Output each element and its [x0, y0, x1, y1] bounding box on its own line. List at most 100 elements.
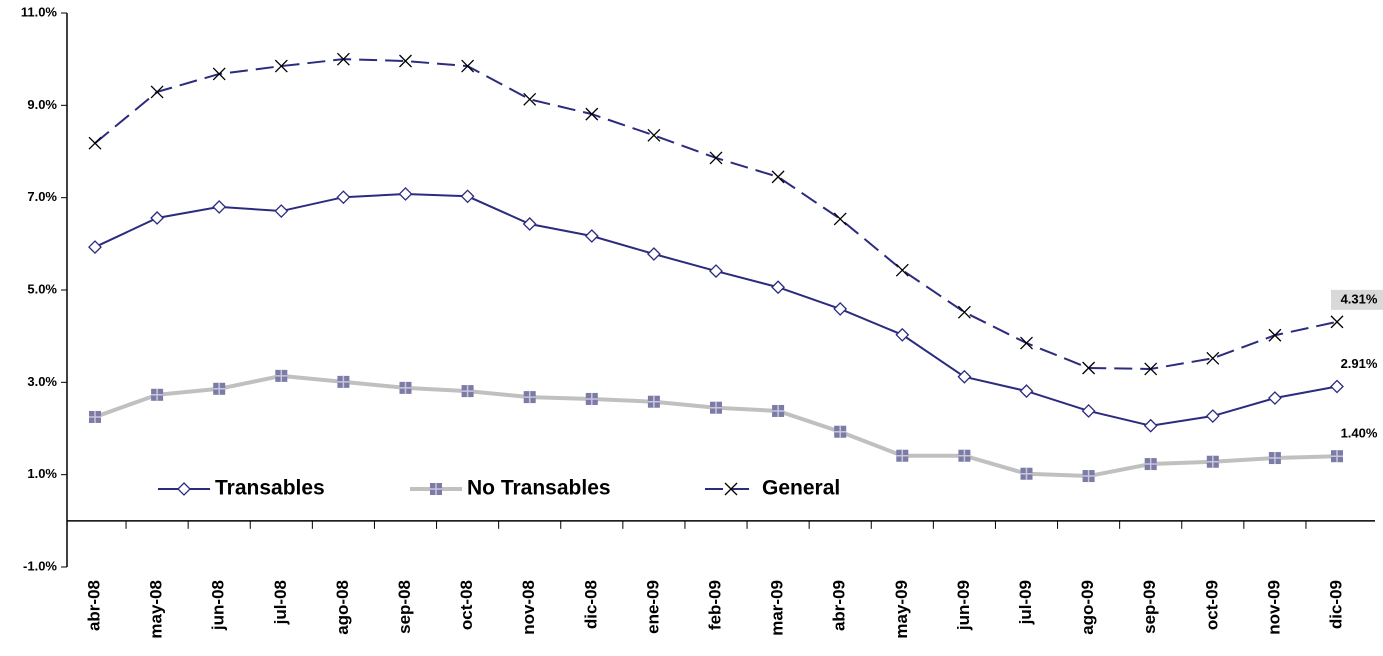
x-tick-label: may-09	[892, 580, 911, 639]
point	[461, 385, 474, 398]
point	[398, 187, 413, 201]
point	[212, 199, 227, 214]
x-tick-label: may-08	[147, 580, 166, 639]
point	[88, 240, 102, 254]
point	[1267, 391, 1282, 405]
point	[89, 410, 101, 423]
x-tick-label: sep-08	[395, 580, 414, 634]
x-tick-label: ago-09	[1078, 580, 1097, 635]
x-tick-label: dic-09	[1326, 580, 1345, 629]
point	[1081, 404, 1096, 418]
point	[460, 189, 475, 204]
point	[1019, 384, 1034, 399]
point-cross	[151, 388, 164, 401]
point	[150, 85, 164, 99]
point-cross	[1144, 458, 1157, 471]
point	[647, 128, 661, 142]
point	[1082, 361, 1096, 375]
point-cross	[89, 410, 101, 423]
legend-item: General	[705, 477, 840, 500]
point	[1330, 379, 1344, 394]
series	[88, 187, 1344, 433]
point	[151, 388, 164, 401]
point	[833, 212, 847, 226]
point	[1082, 470, 1095, 483]
point-cross	[523, 391, 536, 404]
series	[89, 369, 1343, 483]
series	[88, 52, 1344, 376]
point	[833, 302, 848, 316]
y-tick-label: 7.0%	[27, 189, 57, 204]
point	[771, 170, 785, 184]
point-cross	[399, 381, 412, 394]
point-cross	[1082, 470, 1095, 483]
legend-label: No Transables	[467, 477, 611, 500]
point-cross	[834, 425, 847, 438]
point-cross	[710, 401, 722, 414]
point-cross	[337, 375, 350, 388]
point	[1144, 458, 1157, 471]
x-tick-label: oct-09	[1202, 580, 1221, 630]
point	[336, 190, 351, 205]
x-tick-label: feb-09	[705, 580, 724, 630]
point	[834, 425, 847, 438]
point	[1331, 450, 1343, 463]
legend-label: General	[762, 477, 840, 500]
point	[709, 264, 723, 278]
x-tick-label: mar-09	[768, 580, 787, 636]
x-tick-label: nov-08	[519, 580, 538, 635]
point	[88, 136, 102, 150]
point	[1268, 452, 1281, 465]
x-tick-label: sep-09	[1140, 580, 1159, 634]
point	[1206, 455, 1219, 468]
point	[771, 280, 786, 295]
point	[896, 449, 909, 462]
point-cross	[772, 404, 785, 417]
point	[646, 247, 661, 261]
x-tick-label: jul-08	[271, 580, 290, 625]
point	[895, 263, 909, 277]
point	[772, 404, 785, 417]
point	[399, 381, 412, 394]
y-tick-label: 1.0%	[27, 466, 57, 481]
point	[1020, 336, 1033, 350]
point	[895, 327, 910, 342]
y-tick-label: 11.0%	[21, 4, 58, 19]
point	[336, 52, 350, 66]
x-tick-label: oct-08	[457, 580, 476, 630]
point	[1268, 328, 1282, 342]
point	[957, 305, 971, 319]
point	[958, 449, 971, 462]
point	[1206, 351, 1220, 365]
point	[647, 395, 660, 408]
y-tick-label: -1.0%	[23, 558, 57, 573]
point-cross	[1331, 450, 1343, 463]
point-cross	[461, 385, 474, 398]
point	[710, 401, 722, 414]
x-tick-label: nov-09	[1264, 580, 1283, 635]
point	[461, 59, 475, 73]
point	[957, 369, 972, 384]
legend-marker	[430, 483, 442, 495]
legend-item: Transables	[158, 477, 325, 500]
point	[1020, 467, 1033, 480]
point	[585, 107, 599, 121]
point	[1330, 315, 1344, 329]
value-label: 4.31%	[1341, 291, 1378, 306]
point-cross	[647, 395, 660, 408]
x-tick-label: jun-08	[209, 580, 228, 631]
legend-marker	[724, 482, 738, 496]
point-cross	[896, 449, 909, 462]
x-tick-label: jul-09	[1016, 580, 1035, 625]
value-label-bg	[1331, 289, 1383, 310]
point	[275, 369, 288, 382]
point-cross	[585, 392, 598, 405]
point	[274, 59, 288, 73]
point	[1144, 362, 1158, 376]
point	[1143, 418, 1158, 433]
point	[274, 204, 289, 218]
x-tick-label: jun-09	[954, 580, 973, 631]
point-cross	[1020, 467, 1033, 480]
x-tick-label: abr-09	[830, 580, 849, 631]
point-cross	[275, 369, 288, 382]
